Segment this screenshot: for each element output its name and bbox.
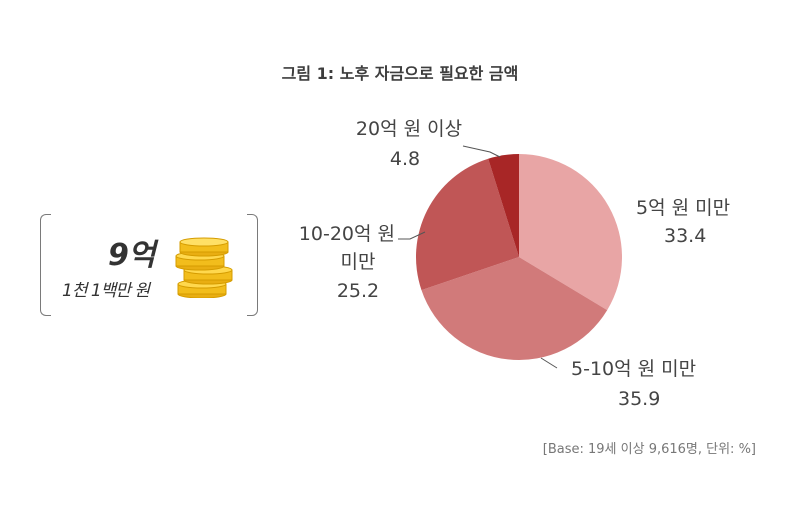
slice-name-label-2: 5-10억 원 미만 xyxy=(571,358,696,380)
summary-amount-detail: 1천 1백만 원 xyxy=(62,281,150,301)
pie-slice-2 xyxy=(421,257,608,361)
slice-labels: 5억 원 미만 33.4 5-10억 원 미만 35.9 10-20억 원미만 25.2 2… xyxy=(299,118,730,410)
coin-stack-icon xyxy=(175,237,233,298)
leader-line-3 xyxy=(398,231,426,240)
pie-slices xyxy=(415,154,623,361)
slice-value-label-1: 33.4 xyxy=(664,225,706,247)
summary-box: 9억 1천 1백만 원 xyxy=(40,214,258,316)
leader-lines xyxy=(398,145,558,369)
bracket-left xyxy=(40,214,51,316)
leader-line-2 xyxy=(540,357,558,369)
pie-slice-1 xyxy=(519,154,623,311)
bracket-right xyxy=(247,214,258,316)
pie-slice-3 xyxy=(415,158,519,291)
summary-amount: 9억 xyxy=(108,238,155,273)
slice-name-label-3-line2: 미만 xyxy=(341,251,376,273)
slice-value-label-2: 35.9 xyxy=(618,388,660,410)
leader-line-4 xyxy=(462,145,501,158)
slice-value-label-4: 4.8 xyxy=(390,148,420,170)
chart-title: 그림 1: 노후 자금으로 필요한 금액 xyxy=(281,64,519,83)
slice-name-label-1: 5억 원 미만 xyxy=(636,197,730,219)
slice-name-label-4: 20억 원 이상 xyxy=(356,118,462,140)
slice-name-label-3-line1: 10-20억 원 xyxy=(299,223,395,245)
pie-slice-4 xyxy=(488,154,519,257)
slice-value-label-3: 25.2 xyxy=(337,280,379,302)
base-note: [Base: 19세 이상 9,616명, 단위: %] xyxy=(542,442,756,457)
